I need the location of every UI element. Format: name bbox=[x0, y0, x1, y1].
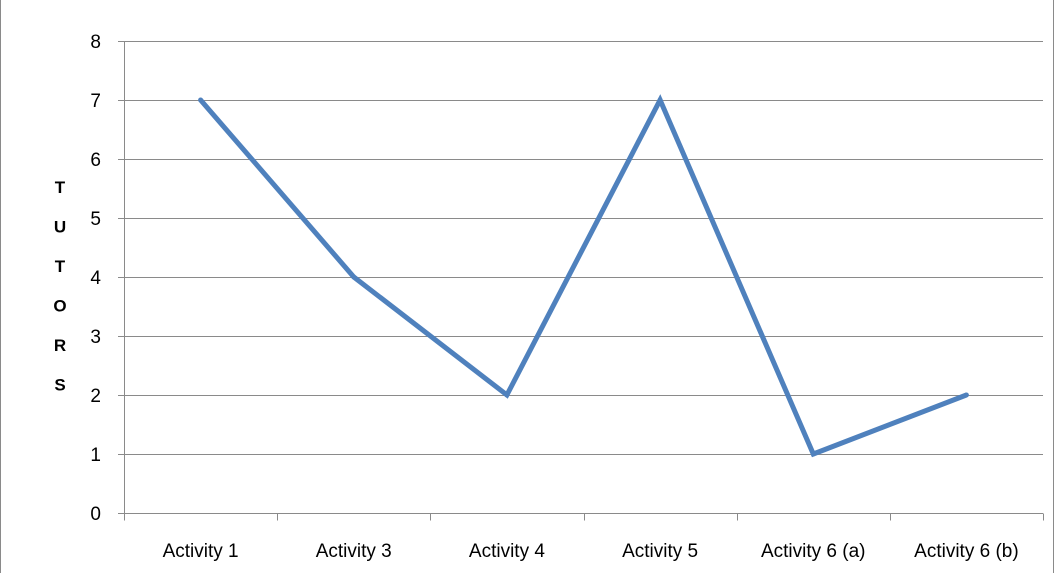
y-tick-label: 4 bbox=[90, 268, 101, 289]
x-tick-label: Activity 1 bbox=[163, 541, 239, 562]
data-point bbox=[810, 451, 816, 457]
gridlines bbox=[118, 41, 1043, 455]
y-tick-label: 1 bbox=[90, 445, 101, 466]
x-tick-labels: Activity 1 Activity 3 Activity 4 Activity 5… bbox=[163, 541, 1019, 562]
x-tick-label: Activity 6 (a) bbox=[761, 541, 866, 562]
y-axis-label-letter: O bbox=[53, 297, 66, 316]
x-tick-label: Activity 3 bbox=[316, 541, 392, 562]
y-tick-label: 5 bbox=[90, 209, 101, 230]
y-axis-label: T U T O R S bbox=[53, 178, 66, 395]
y-axis-label-letter: R bbox=[54, 336, 66, 355]
y-tick-label: 0 bbox=[90, 504, 101, 525]
y-tick-label: 6 bbox=[90, 150, 101, 171]
y-tick-label: 2 bbox=[90, 386, 101, 407]
series-line bbox=[198, 94, 968, 458]
y-axis-label-letter: S bbox=[54, 376, 65, 395]
y-axis-label-letter: U bbox=[54, 218, 66, 237]
x-tick-label: Activity 6 (b) bbox=[914, 541, 1019, 562]
y-tick-label: 3 bbox=[90, 327, 101, 348]
y-tick-label: 7 bbox=[90, 91, 101, 112]
data-point bbox=[657, 97, 663, 103]
data-point bbox=[504, 392, 510, 398]
x-tick-label: Activity 4 bbox=[469, 541, 545, 562]
data-point bbox=[963, 392, 969, 398]
data-point bbox=[198, 97, 204, 103]
y-tick-label: 8 bbox=[90, 32, 101, 53]
y-axis-label-letter: T bbox=[55, 257, 66, 276]
y-axis-label-letter: T bbox=[55, 178, 66, 197]
x-tick-label: Activity 5 bbox=[622, 541, 698, 562]
y-tick-labels: 0 1 2 3 4 5 6 7 8 bbox=[90, 32, 101, 525]
axes bbox=[118, 41, 1044, 521]
data-point bbox=[351, 274, 357, 280]
series bbox=[198, 94, 969, 458]
